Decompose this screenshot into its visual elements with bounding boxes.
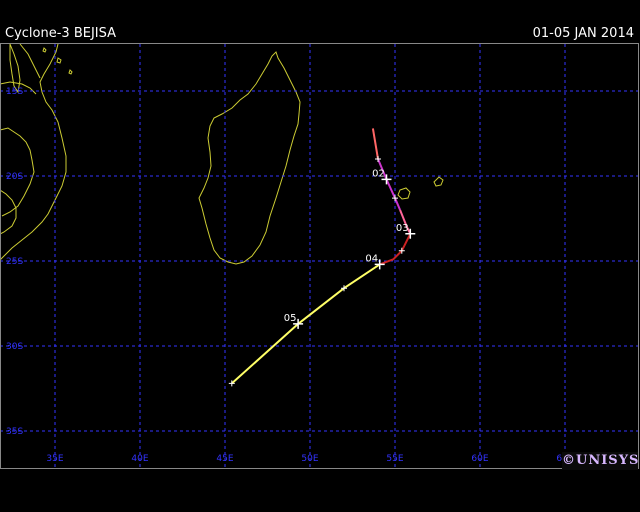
lat-tick-label: 15S bbox=[6, 87, 23, 97]
date-range: 01-05 JAN 2014 bbox=[532, 26, 634, 41]
lon-tick-label: 50E bbox=[301, 454, 318, 464]
cyclone-track[interactable]: 02 03 04 05 bbox=[228, 128, 416, 387]
track-segment bbox=[371, 128, 379, 160]
mauritius-island bbox=[433, 176, 444, 187]
track-segment bbox=[399, 209, 412, 235]
lat-tick-label: 30S bbox=[6, 342, 23, 352]
lon-tick-label: 45E bbox=[216, 454, 233, 464]
daily-position-marker bbox=[293, 318, 304, 329]
comoros-islands bbox=[42, 47, 73, 75]
six-hour-mark bbox=[341, 285, 347, 292]
zambezi-river bbox=[0, 81, 37, 95]
unisys-logo: ©UNISYS bbox=[562, 452, 640, 470]
lon-tick-label: 35E bbox=[46, 454, 63, 464]
madagascar-coastline bbox=[198, 51, 301, 265]
inland-border-2 bbox=[0, 189, 17, 235]
six-hour-mark bbox=[392, 195, 398, 202]
track-segment bbox=[377, 158, 402, 211]
inland-border bbox=[0, 127, 35, 217]
coastlines bbox=[0, 43, 444, 265]
lat-tick-label: 35S bbox=[6, 427, 23, 437]
map-border bbox=[0, 43, 639, 469]
daily-position-marker bbox=[381, 174, 392, 185]
lat-tick-label: 25S bbox=[6, 257, 23, 267]
reunion-island bbox=[397, 187, 411, 200]
lon-tick-label: 55E bbox=[386, 454, 403, 464]
daily-position-label: 02 bbox=[372, 168, 385, 179]
six-hour-mark bbox=[228, 380, 235, 387]
track-segment bbox=[379, 233, 412, 266]
daily-position-marker bbox=[405, 228, 416, 239]
daily-position-label: 05 bbox=[284, 313, 297, 324]
lake-malawi bbox=[9, 43, 21, 94]
daily-position-marker bbox=[374, 259, 385, 270]
axis-labels: 35E40E45E50E55E60E65E15S20S25S30S35S bbox=[6, 87, 574, 464]
daily-position-label: 03 bbox=[396, 223, 409, 234]
storm-title: Cyclone-3 BEJISA bbox=[5, 26, 117, 41]
six-hour-mark bbox=[398, 247, 405, 254]
africa-coast-fragment bbox=[19, 43, 41, 79]
lat-lon-grid bbox=[0, 44, 640, 468]
track-segment bbox=[231, 263, 381, 385]
lon-tick-label: 40E bbox=[131, 454, 148, 464]
africa-coastline bbox=[0, 43, 67, 261]
lon-tick-label: 60E bbox=[471, 454, 488, 464]
daily-position-label: 04 bbox=[365, 253, 378, 264]
six-hour-mark bbox=[375, 156, 381, 162]
lat-tick-label: 20S bbox=[6, 172, 23, 182]
